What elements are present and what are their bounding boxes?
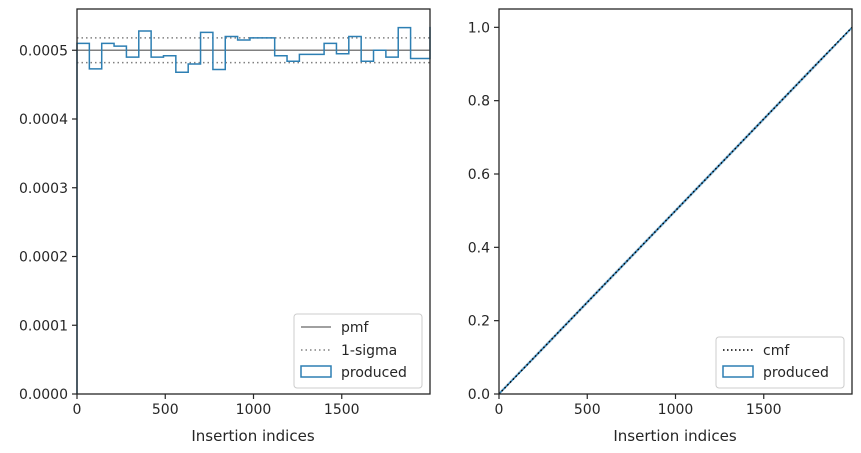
right-y-tick-label: 0.4 [468, 240, 490, 256]
legend-sigma-label: 1-sigma [341, 343, 397, 359]
histogram-bin [312, 53, 324, 55]
left-x-axis-label: Insertion indices [191, 427, 314, 445]
left-x-tick-label: 500 [152, 402, 179, 418]
histogram-bin [77, 42, 89, 44]
legend-cmf-label: cmf [763, 343, 790, 359]
left-x-tick-label: 1500 [324, 402, 360, 418]
right-x-ticks: 0 500 1000 1500 [495, 394, 782, 418]
right-x-tick-label: 500 [574, 402, 601, 418]
right-y-tick-label: 0.6 [468, 167, 490, 183]
right-legend: cmf produced [715, 336, 845, 389]
right-chart: 0 500 1000 1500 0.0 0.2 0.4 0.6 0.8 1.0 Insertio… [468, 8, 853, 445]
histogram-bin [336, 53, 348, 55]
histogram-bin [287, 60, 299, 62]
right-y-tick-label: 0.0 [468, 387, 490, 403]
right-x-tick-label: 1000 [658, 402, 694, 418]
histogram-bin [324, 42, 336, 44]
histogram-bin [250, 37, 262, 39]
histogram-bin [89, 68, 101, 70]
histogram-bin [374, 49, 386, 51]
histogram-bin [114, 45, 126, 47]
histogram-bin [201, 31, 213, 33]
right-x-tick-label: 0 [495, 402, 504, 418]
left-y-tick-label: 0.0003 [19, 181, 68, 197]
left-x-tick-label: 0 [73, 402, 82, 418]
left-legend: pmf 1-sigma produced [293, 313, 423, 389]
right-y-tick-label: 0.2 [468, 314, 490, 330]
histogram-bin [102, 42, 114, 44]
histogram-bin [151, 56, 163, 58]
right-x-tick-label: 1500 [746, 402, 782, 418]
right-y-tick-label: 0.8 [468, 94, 490, 110]
legend-produced-swatch-right [722, 365, 754, 378]
left-y-tick-label: 0.0005 [19, 43, 68, 59]
histogram-bin [398, 27, 410, 29]
histogram-bin [225, 36, 237, 38]
left-y-tick-label: 0.0001 [19, 318, 68, 334]
histogram-bin [188, 63, 200, 65]
legend-produced-label-right: produced [763, 365, 829, 381]
left-x-ticks: 0 500 1000 1500 [73, 394, 360, 418]
right-y-tick-label: 1.0 [468, 20, 490, 36]
right-y-ticks: 0.0 0.2 0.4 0.6 0.8 1.0 [468, 20, 499, 403]
left-plot-area [76, 26, 431, 394]
histogram-bin [163, 55, 175, 57]
histogram-bin [411, 58, 430, 60]
histogram-bin [349, 36, 361, 38]
left-legend-frame [293, 313, 423, 389]
histogram-bin [126, 56, 138, 58]
histogram-bin [262, 37, 274, 39]
left-y-ticks: 0.0000 0.0001 0.0002 0.0003 0.0004 0.0005 [19, 43, 77, 403]
histogram-bin [361, 60, 373, 62]
right-x-axis-label: Insertion indices [613, 427, 736, 445]
left-x-tick-label: 1000 [236, 402, 272, 418]
left-y-tick-label: 0.0004 [19, 112, 68, 128]
left-y-tick-label: 0.0002 [19, 250, 68, 266]
left-axes-frame [76, 8, 431, 395]
histogram-bin [275, 55, 287, 57]
right-axes-frame [498, 8, 853, 395]
produced-histogram [76, 26, 431, 394]
histogram-bin [386, 56, 398, 58]
left-chart: 0 500 1000 1500 0.00000.00010.00020.00030.0… [19, 8, 431, 445]
left-y-tick-label: 0.0000 [19, 387, 68, 403]
histogram-bin [238, 39, 250, 41]
cmf-line [498, 26, 853, 395]
legend-produced-swatch [300, 365, 332, 378]
histogram-bin [299, 53, 311, 55]
histogram-bin [213, 69, 225, 71]
legend-produced-label: produced [341, 365, 407, 381]
legend-pmf-label: pmf [341, 320, 370, 336]
histogram-bin [139, 30, 151, 32]
right-plot-area [498, 26, 853, 395]
histogram-bin [176, 71, 188, 73]
